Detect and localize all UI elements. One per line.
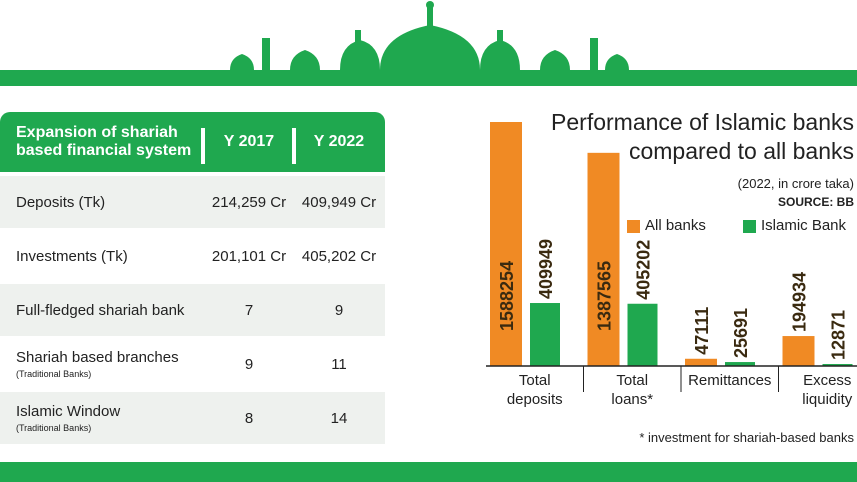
data-label: 194934 xyxy=(790,272,810,332)
row-value: 7 xyxy=(244,301,254,319)
row-value: 9 xyxy=(334,301,344,319)
row-note: (Traditional Banks) xyxy=(16,369,92,379)
row-label: Deposits (Tk) xyxy=(16,193,106,211)
data-label: 25691 xyxy=(731,308,751,358)
row-value: 14 xyxy=(330,409,348,427)
legend-swatch xyxy=(743,220,756,233)
chart-source: SOURCE: BB xyxy=(777,195,854,209)
table-header-cell: Expansion of shariah based financial sys… xyxy=(16,124,192,159)
row-label-cell: Islamic Window (Traditional Banks) xyxy=(16,392,206,444)
row-label: Islamic Window xyxy=(16,403,121,420)
row-value: 409,949 Cr xyxy=(301,193,377,211)
data-label: 409949 xyxy=(536,239,556,299)
bar xyxy=(782,336,815,366)
row-value: 405,202 Cr xyxy=(301,247,377,265)
legend-label: All banks xyxy=(645,217,706,234)
bar xyxy=(627,303,658,366)
bar xyxy=(725,362,755,366)
row-label: Investments (Tk) xyxy=(16,247,128,265)
chart-title: Performance of Islamic banks compared to… xyxy=(551,109,854,164)
row-bg xyxy=(0,176,385,228)
row-value: 9 xyxy=(244,355,254,373)
chart-subtitle: (2022, in crore taka) xyxy=(737,176,854,191)
bar xyxy=(822,364,853,366)
x-tick-label: Excess liquidity xyxy=(802,372,853,408)
bar xyxy=(587,152,620,366)
row-value: 8 xyxy=(244,409,254,427)
data-label: 1387565 xyxy=(595,261,615,331)
table-header-bg xyxy=(0,130,385,172)
row-label-cell: Deposits (Tk) xyxy=(16,176,206,228)
row-value: 201,101 Cr xyxy=(211,247,287,265)
row-bg xyxy=(0,392,385,444)
row-note: (Traditional Banks) xyxy=(16,423,92,433)
table-header-cell: Y 2017 xyxy=(223,133,275,150)
table-header-cell: Y 2022 xyxy=(313,133,365,150)
row-label-cell: Shariah based branches (Traditional Banks… xyxy=(16,338,206,390)
bar xyxy=(530,303,560,366)
x-tick-label: Total loans* xyxy=(611,372,654,408)
header-divider xyxy=(201,128,205,164)
row-value: 11 xyxy=(331,355,347,373)
bar xyxy=(490,122,522,366)
x-tick-label: Remittances xyxy=(688,372,772,389)
data-label: 47111 xyxy=(692,307,712,355)
x-tick-label: Total deposits xyxy=(506,372,563,408)
row-bg xyxy=(0,284,385,336)
data-label: 405202 xyxy=(634,240,654,300)
row-label-cell: Full-fledged shariah bank xyxy=(16,284,206,336)
row-label: Full-fledged shariah bank xyxy=(16,301,185,319)
bar xyxy=(685,358,717,366)
chart-footnote: * investment for shariah-based banks xyxy=(639,430,854,445)
data-label: 1588254 xyxy=(497,261,517,331)
data-label: 12871 xyxy=(829,310,849,360)
header-divider xyxy=(292,128,296,164)
row-label: Shariah based branches xyxy=(16,349,179,366)
row-value: 214,259 Cr xyxy=(211,193,287,211)
legend-swatch xyxy=(627,220,640,233)
legend-label: Islamic Bank xyxy=(761,217,847,234)
row-label-cell: Investments (Tk) xyxy=(16,230,206,282)
